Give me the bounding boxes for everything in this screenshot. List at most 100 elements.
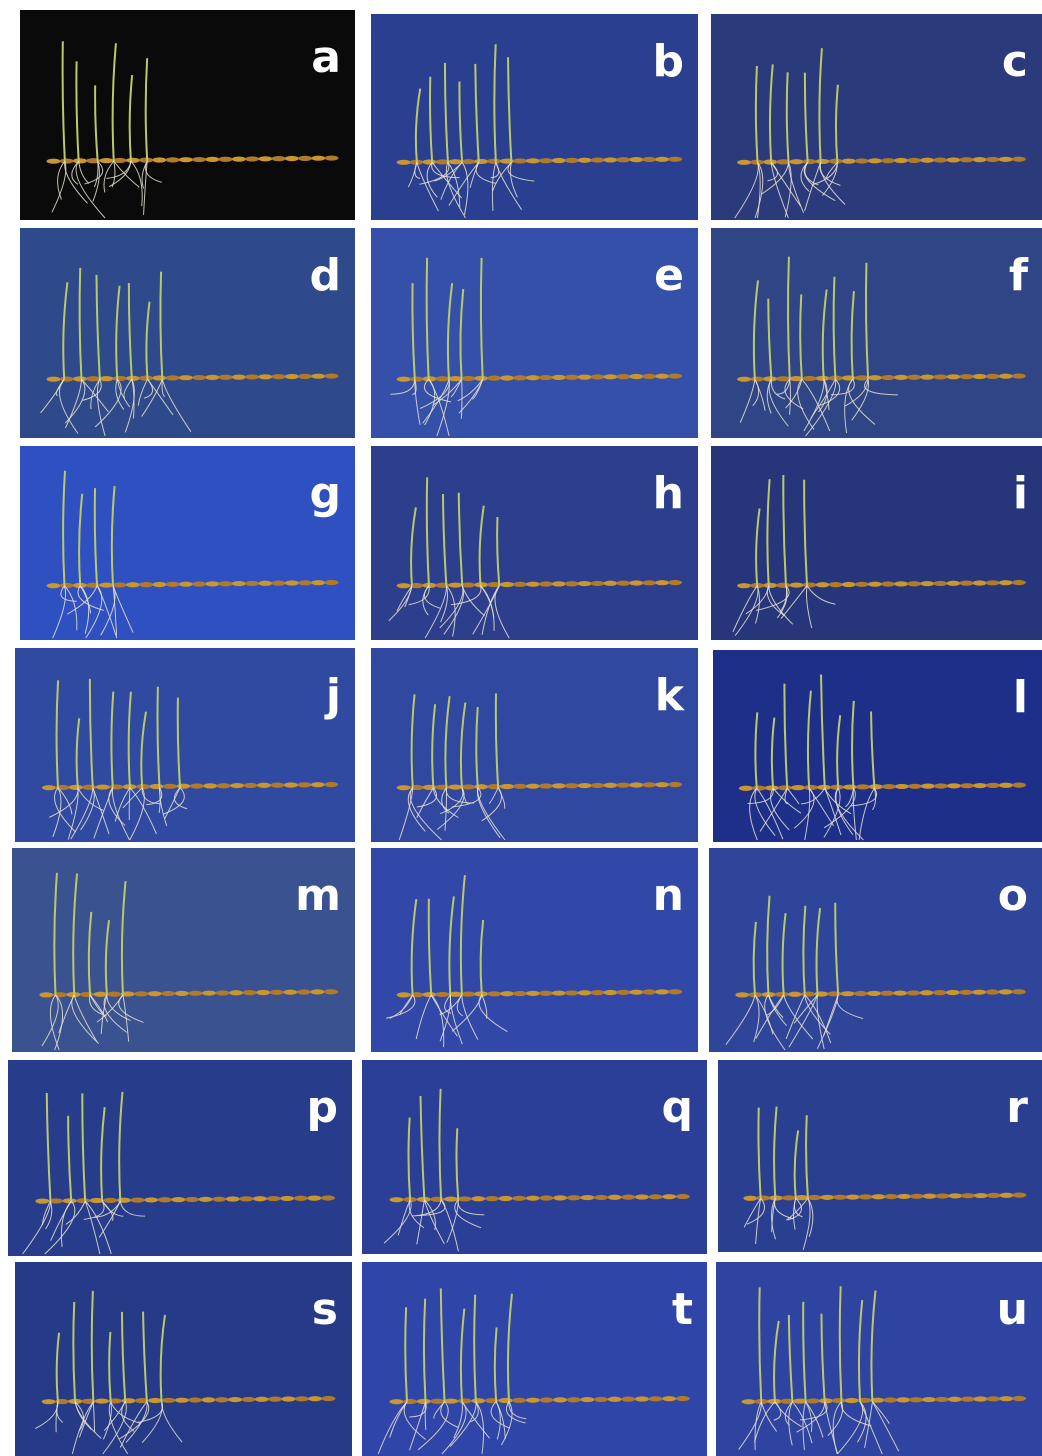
shoot	[752, 280, 759, 380]
root	[738, 1401, 762, 1451]
seed	[946, 580, 961, 586]
seed	[577, 782, 592, 789]
seed	[946, 374, 961, 380]
seed	[603, 374, 618, 380]
seed	[934, 1396, 949, 1403]
root	[409, 1401, 427, 1418]
root	[449, 1401, 477, 1447]
root	[125, 1401, 148, 1443]
shoot	[67, 1115, 73, 1202]
root	[89, 994, 109, 1023]
shoot	[507, 57, 513, 163]
root	[57, 787, 73, 815]
shoot	[459, 288, 465, 380]
panel-label: p	[307, 1082, 339, 1133]
seed	[396, 583, 411, 589]
root	[767, 161, 778, 182]
root	[754, 162, 764, 219]
seed	[152, 157, 167, 163]
seed	[655, 989, 670, 995]
root	[746, 1197, 765, 1225]
shoot	[474, 63, 480, 163]
shoot	[799, 294, 803, 380]
seed	[972, 157, 987, 163]
seed	[629, 580, 644, 586]
seed	[498, 1397, 513, 1404]
seed	[564, 783, 579, 789]
seed	[103, 1197, 118, 1203]
shoot	[478, 505, 485, 586]
panel: o	[709, 848, 1042, 1052]
seed	[831, 1398, 846, 1404]
seed	[409, 376, 424, 382]
root	[802, 1198, 811, 1251]
root	[801, 378, 831, 432]
seed	[551, 157, 566, 164]
shoot	[768, 64, 774, 163]
seed	[139, 375, 154, 381]
root	[470, 1401, 479, 1423]
seed	[320, 1195, 335, 1201]
shoot	[411, 283, 416, 380]
shoot	[475, 706, 479, 788]
root	[118, 1401, 150, 1440]
seed	[203, 783, 218, 789]
seed	[41, 1399, 56, 1405]
seed	[422, 159, 437, 165]
seed	[842, 784, 857, 790]
root	[788, 994, 819, 1048]
seed	[932, 990, 947, 996]
seed	[99, 582, 114, 588]
seed	[525, 990, 540, 996]
panel: l	[713, 650, 1042, 842]
seed	[551, 783, 566, 789]
seed	[803, 784, 818, 791]
seed	[590, 374, 605, 380]
root	[398, 787, 414, 841]
seed	[629, 782, 644, 788]
seed	[254, 1396, 269, 1402]
root	[481, 585, 500, 635]
root	[448, 162, 480, 206]
seed	[590, 157, 605, 163]
root	[858, 787, 875, 841]
seed	[109, 784, 124, 790]
shoot	[53, 872, 58, 995]
seed	[881, 158, 896, 164]
panel: s	[15, 1262, 352, 1456]
seed	[662, 1194, 677, 1200]
shoot	[834, 84, 839, 163]
root	[478, 994, 508, 1033]
root	[130, 160, 143, 207]
seed	[668, 373, 683, 379]
seed	[986, 1396, 1001, 1402]
root	[158, 787, 161, 814]
root	[143, 161, 148, 215]
root	[508, 1401, 527, 1420]
seed	[500, 581, 515, 588]
panel: e	[371, 228, 698, 438]
root	[760, 1401, 778, 1432]
root	[131, 379, 135, 419]
root	[412, 379, 417, 395]
seed	[603, 989, 618, 996]
root	[407, 787, 426, 832]
seed	[867, 375, 882, 381]
root	[122, 787, 143, 809]
seed	[461, 582, 476, 588]
seed	[972, 989, 987, 995]
seed	[538, 158, 553, 164]
root	[739, 379, 756, 423]
seed	[972, 580, 987, 586]
seed	[946, 783, 961, 789]
root	[827, 1401, 844, 1437]
seed	[215, 990, 230, 996]
seed	[307, 1195, 322, 1201]
seed	[616, 580, 631, 586]
seed	[985, 782, 1000, 788]
root	[111, 161, 116, 188]
shoot	[757, 1107, 762, 1199]
root	[73, 994, 98, 1043]
root	[54, 787, 77, 833]
seed	[577, 580, 592, 587]
